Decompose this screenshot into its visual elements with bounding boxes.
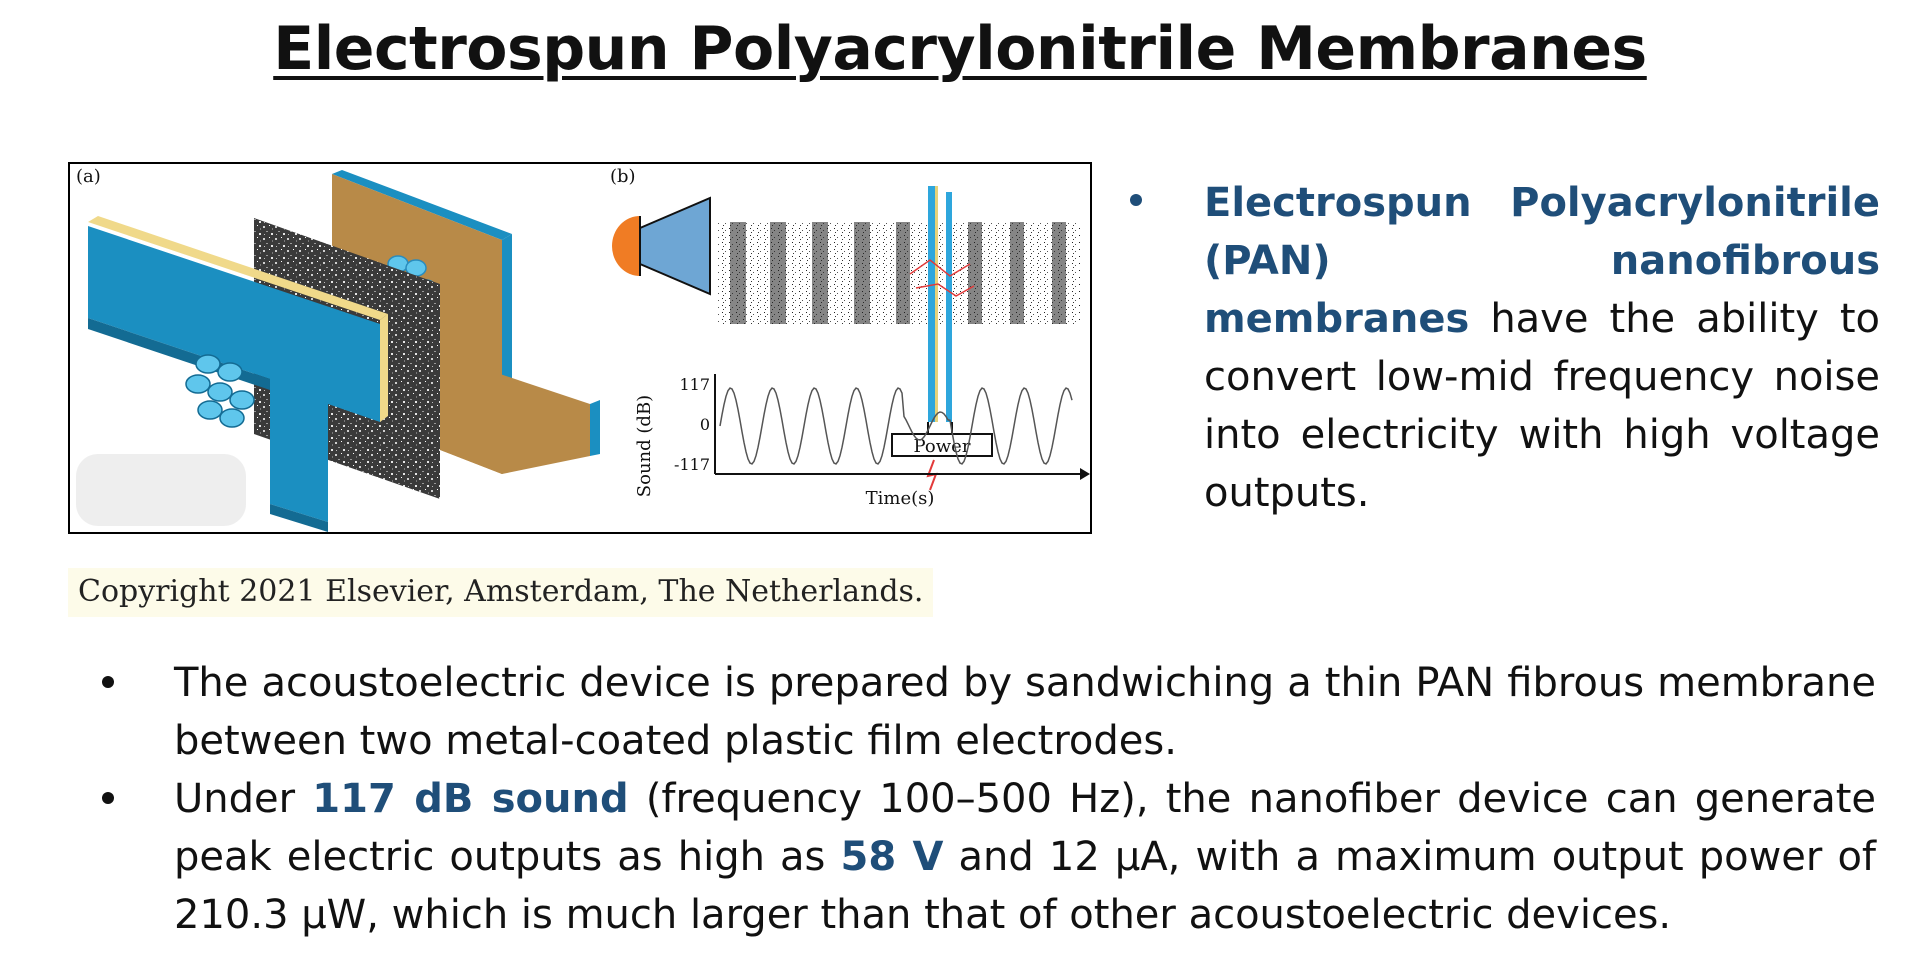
y-tick-bottom: -117 xyxy=(674,455,710,474)
bullet-text: The acoustoelectric device is prepared b… xyxy=(174,660,1876,764)
side-bullet-highlight: Electrospun Polyacrylonitrile (PAN) nano… xyxy=(1204,180,1880,342)
bullet-dot xyxy=(1130,194,1142,206)
device-figure: (a) (b) xyxy=(68,162,1092,534)
y-axis-label: Sound (dB) xyxy=(634,395,655,497)
side-bullet-text: Electrospun Polyacrylonitrile (PAN) nano… xyxy=(1204,174,1880,522)
bullet-dot xyxy=(102,792,114,804)
sound-waveform xyxy=(719,387,1073,465)
x-axis-label: Time(s) xyxy=(866,488,935,509)
bullet-highlight-voltage: 58 V xyxy=(840,834,944,880)
bullet-item: The acoustoelectric device is prepared b… xyxy=(96,654,1876,770)
bullet-text-part: Under xyxy=(174,776,313,822)
device-schematic-illustration: (a) (b) xyxy=(76,166,1090,532)
bullet-text-part: (frequency 100–500 Hz), the nanofiber de… xyxy=(174,776,1876,880)
bullet-list: The acoustoelectric device is prepared b… xyxy=(96,654,1876,944)
panel-b-label: (b) xyxy=(610,166,636,187)
front-electrode-holes xyxy=(185,354,255,428)
bullet-text-part: and 12 μA, with a maximum output power o… xyxy=(174,834,1877,938)
bullet-dot xyxy=(102,676,114,688)
bullet-item: Under 117 dB sound (frequency 100–500 Hz… xyxy=(96,770,1876,944)
bullet-highlight-sound: 117 dB sound xyxy=(312,776,629,822)
copyright-caption: Copyright 2021 Elsevier, Amsterdam, The … xyxy=(68,568,934,617)
side-bullet: Electrospun Polyacrylonitrile (PAN) nano… xyxy=(1130,180,1890,526)
panel-a-label: (a) xyxy=(76,166,101,187)
y-tick-top: 117 xyxy=(679,375,710,394)
page-title: Electrospun Polyacrylonitrile Membranes xyxy=(273,14,1647,84)
y-tick-mid: 0 xyxy=(700,415,710,434)
speaker-icon xyxy=(612,196,711,296)
side-bullet-body: have the ability to convert low-mid freq… xyxy=(1204,296,1880,516)
